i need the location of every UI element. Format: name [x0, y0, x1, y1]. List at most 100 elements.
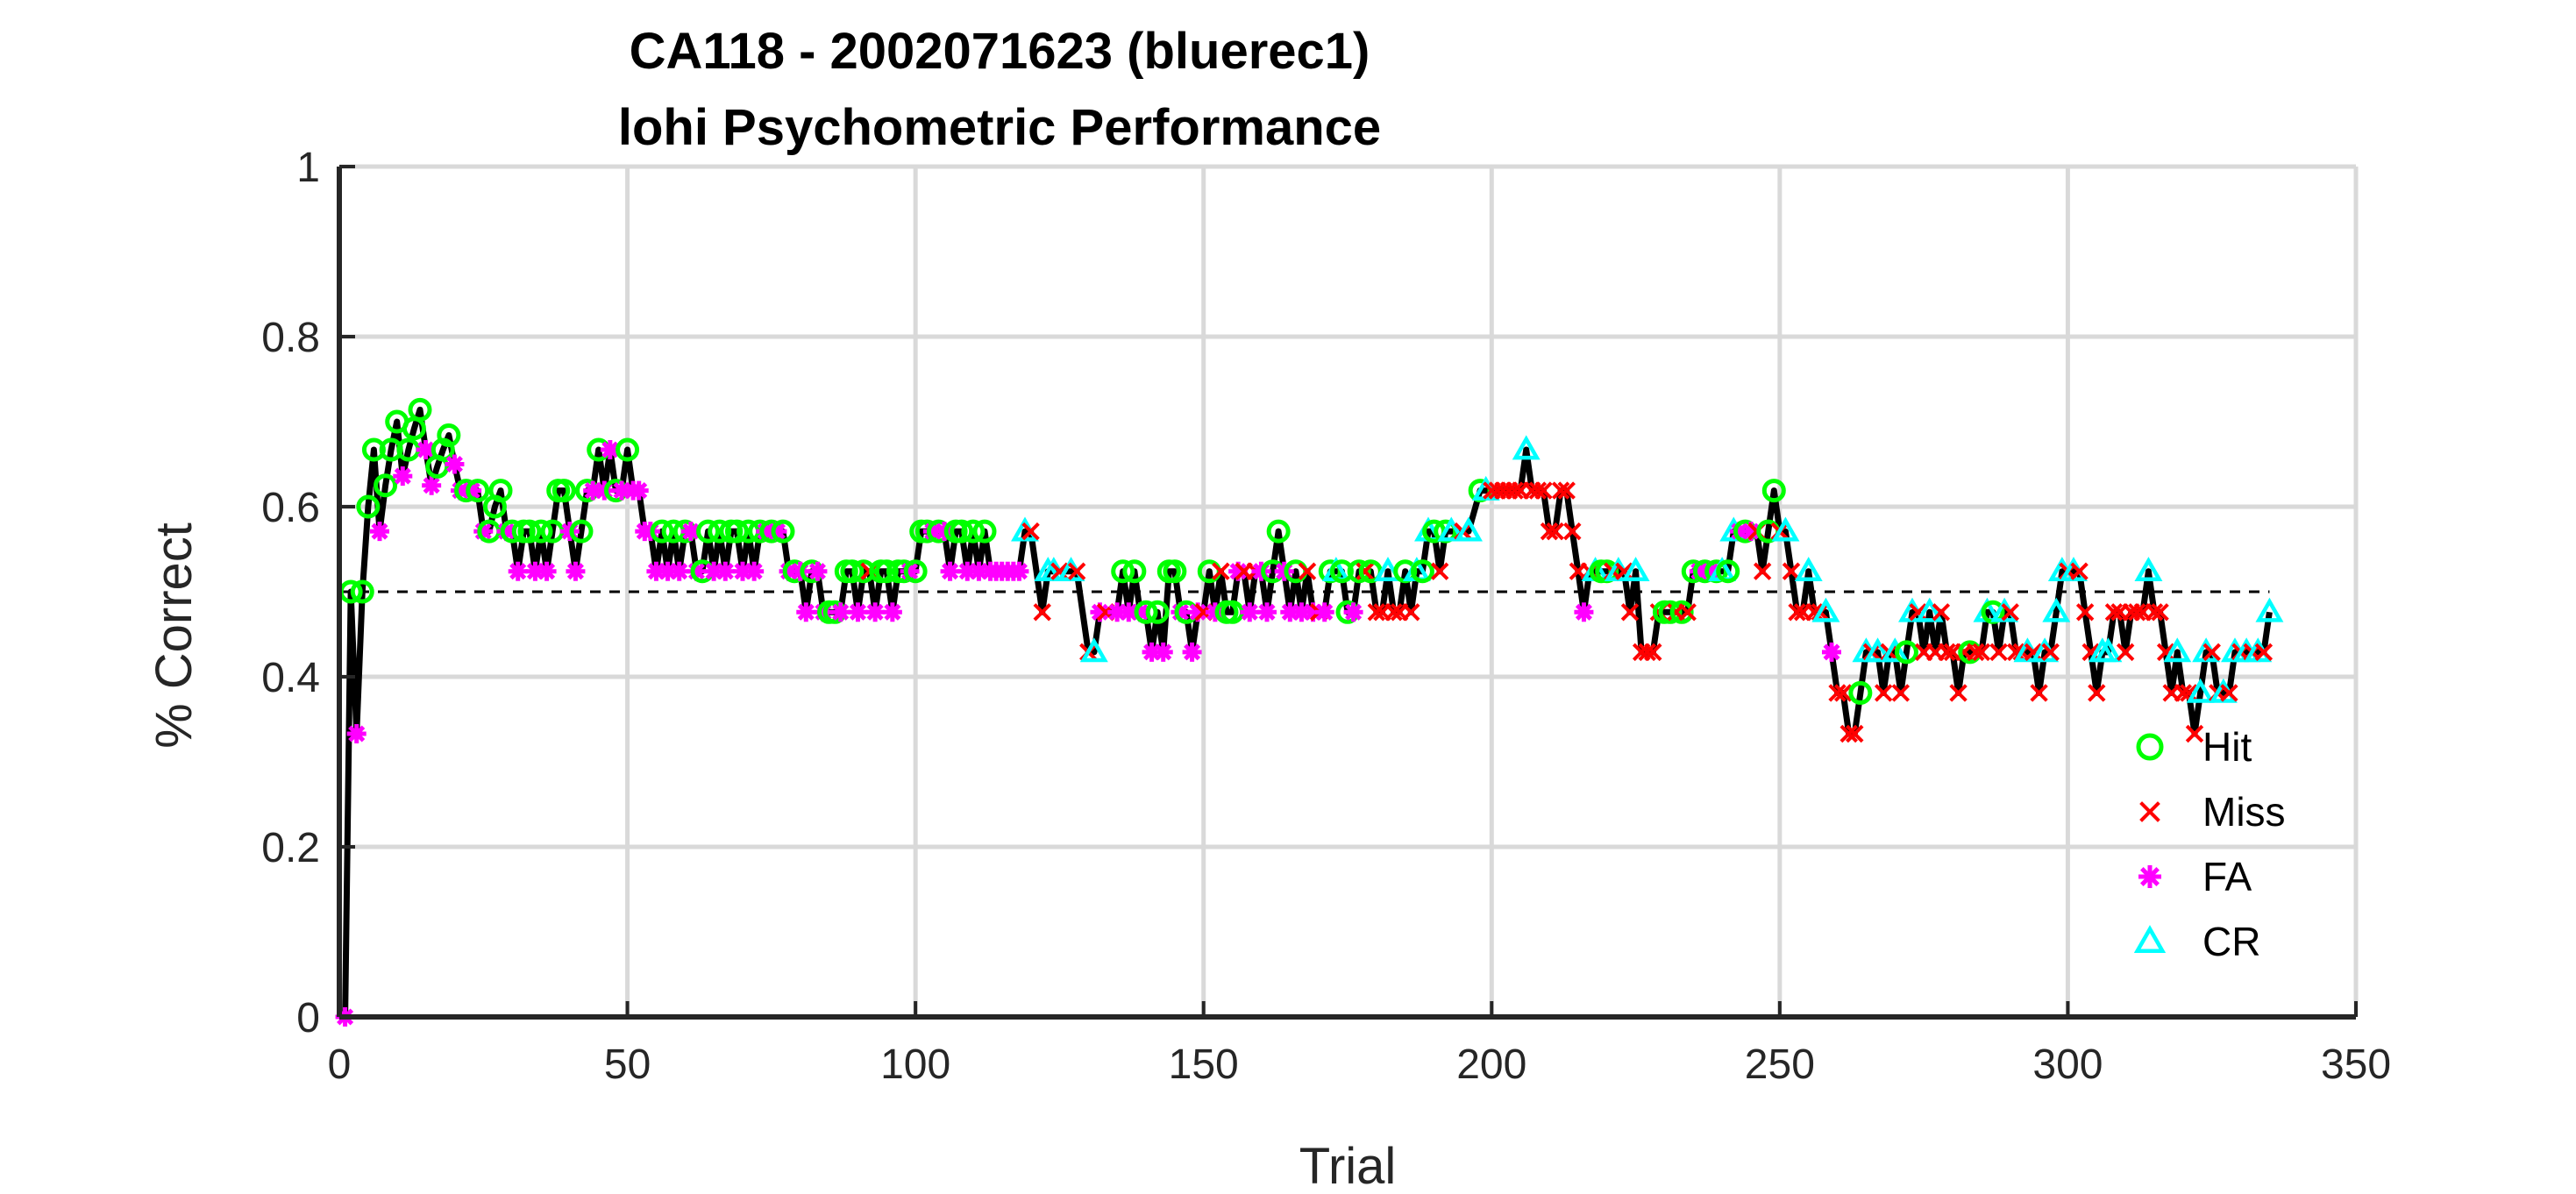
data-point-fa-209 [1574, 602, 1594, 622]
x-tick-label-7: 350 [2321, 1041, 2391, 1088]
data-point-cr-218 [1621, 557, 1650, 582]
data-point-miss-321 [2220, 684, 2238, 702]
data-point-miss-327 [2254, 643, 2274, 662]
data-point-cr-269 [1915, 597, 1944, 622]
data-point-miss-264 [1891, 684, 1911, 702]
data-point-cr-127 [1079, 637, 1108, 663]
data-point-fa-51 [629, 480, 649, 501]
data-point-fa-89 [848, 602, 868, 622]
data-point-miss-220 [1638, 643, 1656, 662]
data-point-hit-109 [961, 519, 986, 544]
data-point-hit-140 [1163, 559, 1187, 584]
data-point-miss-308 [2145, 603, 2164, 622]
x-tick-label-4: 200 [1456, 1041, 1526, 1088]
data-point-miss-246 [1788, 603, 1806, 622]
data-point-fa-15 [422, 475, 442, 495]
data-point-miss-163 [1298, 562, 1317, 580]
axes [337, 165, 2358, 1020]
data-point-miss-186 [1430, 562, 1449, 580]
marker-layer [335, 397, 2284, 1027]
performance-line [342, 406, 2273, 1018]
data-point-miss-283 [2001, 603, 2019, 622]
x-tick-label-2: 100 [880, 1041, 950, 1088]
data-point-miss-175 [1367, 603, 1386, 622]
data-point-miss-267 [1909, 603, 1927, 622]
data-point-cr-251 [1811, 597, 1840, 622]
data-point-hit-34 [529, 519, 553, 544]
data-point-miss-277 [1967, 643, 1985, 662]
data-point-hit-172 [1347, 559, 1371, 584]
legend-marker-cr [2133, 925, 2167, 953]
data-point-miss-201 [1528, 481, 1548, 500]
data-point-fa-138 [1153, 642, 1173, 662]
data-point-hit-99 [903, 559, 928, 584]
data-point-fa-2 [346, 723, 366, 743]
data-point-miss-305 [2128, 603, 2146, 622]
data-point-miss-123 [1050, 562, 1069, 580]
data-point-miss-221 [1644, 643, 1662, 662]
data-point-miss-203 [1540, 522, 1559, 541]
data-point-hit-49 [616, 437, 640, 462]
data-point-miss-181 [1402, 603, 1420, 622]
data-point-miss-309 [2151, 603, 2169, 622]
data-point-cr-248 [1794, 557, 1823, 582]
data-point-hit-224 [1658, 600, 1683, 624]
data-point-fa-171 [1343, 602, 1363, 622]
data-point-hit-88 [840, 559, 865, 584]
data-point-fa-82 [808, 561, 828, 581]
x-tick-label-5: 250 [1745, 1041, 1815, 1088]
data-point-hit-55 [650, 519, 674, 544]
data-point-hit-158 [1266, 519, 1291, 544]
data-point-hit-27 [488, 479, 513, 503]
data-point-cr-188 [1437, 516, 1466, 542]
data-point-miss-287 [2024, 643, 2043, 662]
data-point-miss-204 [1546, 522, 1564, 541]
data-point-miss-288 [2030, 684, 2048, 702]
data-point-miss-249 [1805, 603, 1824, 622]
data-point-hit-131 [1111, 559, 1135, 584]
x-tick-label-6: 300 [2032, 1041, 2103, 1088]
data-point-miss-298 [2088, 684, 2106, 702]
data-point-hit-68 [724, 519, 749, 544]
tick-labels: 0 50 100 150 200 250 300 350 0 0.2 0.4 0.6 0.8 1 [261, 145, 2391, 1088]
data-point-cr-291 [2042, 597, 2071, 622]
data-point-miss-197 [1505, 481, 1524, 500]
data-point-miss-271 [1932, 603, 1951, 622]
data-point-cr-328 [2255, 597, 2284, 622]
data-point-miss-274 [1949, 684, 1968, 702]
data-point-fa-252 [1822, 642, 1841, 662]
data-point-hit-133 [1122, 559, 1147, 584]
data-point-cr-312 [2163, 637, 2192, 663]
legend-label-cr: CR [2202, 919, 2260, 964]
data-point-miss-216 [1615, 562, 1633, 580]
y-tick-label-0: 0 [296, 995, 320, 1041]
data-point-miss-313 [2174, 684, 2193, 702]
data-point-fa-6 [370, 522, 389, 542]
data-point-hit-38 [551, 479, 576, 503]
data-point-fa-71 [744, 561, 765, 581]
data-point-miss-290 [2041, 643, 2060, 662]
data-point-hit-41 [569, 519, 594, 544]
y-tick-label-1: 0.2 [261, 825, 320, 871]
data-point-fa-19 [445, 454, 465, 474]
data-point-cr-190 [1455, 516, 1483, 542]
data-point-fa-156 [1257, 602, 1277, 622]
data-point-miss-240 [1753, 562, 1772, 580]
data-point-fa-10 [393, 466, 413, 487]
data-point-miss-310 [2156, 643, 2175, 662]
y-tick-label-2: 0.4 [261, 655, 320, 701]
legend-marker-fa [2138, 865, 2161, 888]
data-point-hit-32 [517, 519, 542, 544]
y-tick-label-5: 1 [296, 145, 320, 191]
data-point-miss-206 [1557, 481, 1576, 500]
legend: Hit Miss FA CR [2133, 724, 2286, 964]
legend-label-miss: Miss [2202, 789, 2286, 835]
data-point-hit-135 [1134, 600, 1158, 624]
x-axis-label: Trial [1299, 1138, 1397, 1194]
data-point-hit-7 [374, 473, 398, 498]
data-point-miss-207 [1563, 522, 1582, 541]
data-point-miss-173 [1356, 562, 1374, 580]
data-point-miss-202 [1534, 481, 1553, 500]
grid [337, 164, 2359, 1020]
data-point-cr-316 [2186, 678, 2215, 703]
